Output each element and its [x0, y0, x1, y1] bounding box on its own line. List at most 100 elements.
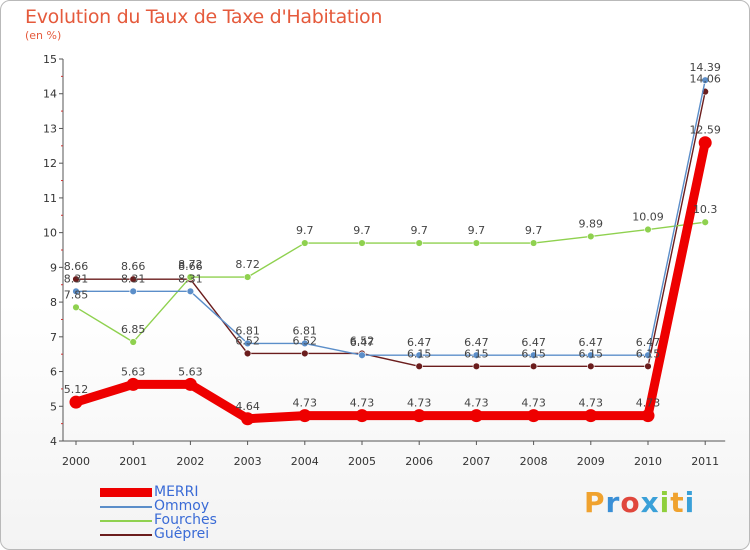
data-point-gueprei [587, 362, 595, 371]
x-tick-label: 2003 [234, 455, 262, 468]
data-point-ommoy [129, 287, 137, 296]
data-point-merri [298, 409, 312, 423]
series-line-merri [71, 138, 710, 424]
data-label-gueprei: 6.52 [350, 334, 375, 347]
data-label-gueprei: 14.06 [689, 73, 721, 86]
data-label-fourches: 8.72 [178, 258, 203, 271]
data-label-gueprei: 8.66 [64, 260, 89, 273]
logo-letter: t [670, 486, 685, 519]
data-label-ommoy: 14.39 [689, 61, 721, 74]
data-label-fourches: 9.7 [468, 224, 486, 237]
data-label-merri: 5.63 [178, 365, 203, 378]
data-point-ommoy [529, 351, 538, 359]
data-point-fourches [644, 225, 652, 234]
data-point-fourches [72, 303, 80, 311]
data-label-gueprei: 6.15 [521, 347, 546, 360]
legend-label: Guêprei [154, 526, 210, 542]
y-tick-label: 5 [50, 400, 57, 413]
data-label-ommoy: 6.81 [235, 324, 260, 337]
data-label-gueprei: 6.52 [293, 334, 318, 347]
data-point-gueprei [243, 349, 252, 358]
data-label-ommoy: 8.31 [178, 272, 203, 285]
data-point-gueprei [472, 362, 481, 371]
data-label-fourches: 9.89 [579, 217, 604, 230]
legend-label: MERRI [154, 484, 199, 500]
logo-letter: P [584, 486, 606, 519]
logo-letter: i [659, 486, 671, 519]
data-point-gueprei [529, 362, 538, 371]
data-label-merri: 4.73 [350, 397, 375, 410]
legend-item-gueprei: Guêprei [100, 526, 320, 542]
y-tick-label: 14 [43, 88, 57, 101]
data-label-ommoy: 6.47 [521, 336, 546, 349]
data-point-merri [69, 395, 83, 409]
data-point-fourches [129, 338, 137, 346]
data-label-gueprei: 8.66 [121, 260, 146, 273]
data-label-gueprei: 6.52 [235, 334, 260, 347]
data-label-gueprei: 6.15 [636, 347, 661, 360]
data-label-fourches: 6.85 [121, 323, 146, 336]
data-label-ommoy: 8.31 [121, 272, 146, 285]
data-label-ommoy: 8.31 [64, 272, 89, 285]
data-label-fourches: 10.3 [693, 203, 718, 216]
x-tick-label: 2008 [520, 455, 548, 468]
data-label-merri: 4.73 [636, 397, 661, 410]
data-point-ommoy [72, 287, 80, 296]
data-point-ommoy [701, 76, 709, 84]
data-point-merri [469, 409, 483, 423]
x-tick-label: 2002 [176, 455, 204, 468]
data-point-ommoy [358, 351, 366, 359]
logo-letter: r [605, 486, 621, 519]
data-point-merri [126, 377, 140, 391]
logo-letter: o [620, 486, 641, 519]
data-label-merri: 4.73 [293, 397, 318, 410]
x-tick-label: 2011 [691, 455, 719, 468]
legend-swatch [100, 506, 152, 508]
data-label-fourches: 9.7 [410, 224, 428, 237]
y-tick-label: 6 [50, 366, 57, 379]
y-tick-label: 12 [43, 157, 57, 170]
data-label-merri: 5.63 [121, 365, 146, 378]
data-label-gueprei: 6.15 [407, 347, 432, 360]
data-point-ommoy [472, 351, 481, 359]
data-label-merri: 4.73 [521, 397, 546, 410]
legend-swatch [100, 488, 152, 497]
proxiti-logo: Proxiti [584, 486, 695, 519]
legend-label: Fourches [154, 512, 217, 528]
data-point-fourches [415, 239, 423, 247]
legend-label: Ommoy [154, 498, 210, 514]
data-point-fourches [243, 273, 252, 281]
logo-letter: x [640, 486, 660, 519]
data-point-gueprei [72, 275, 80, 283]
data-label-merri: 12.59 [689, 124, 721, 137]
x-tick-label: 2004 [291, 455, 319, 468]
data-label-ommoy: 6.47 [636, 336, 661, 349]
data-point-fourches [301, 239, 309, 247]
logo-letter: i [684, 486, 696, 519]
data-label-fourches: 9.7 [525, 224, 543, 237]
data-point-fourches [358, 239, 366, 247]
x-tick-label: 2006 [405, 455, 433, 468]
series-line-ommoy [75, 79, 706, 356]
data-point-merri [698, 136, 712, 150]
data-label-gueprei: 8.66 [178, 260, 203, 273]
y-tick-label: 11 [43, 192, 57, 205]
legend-swatch [100, 534, 152, 536]
data-point-gueprei [129, 275, 137, 283]
data-label-ommoy: 6.81 [293, 324, 318, 337]
data-label-gueprei: 6.15 [579, 347, 604, 360]
data-point-ommoy [644, 351, 652, 359]
data-point-ommoy [186, 287, 195, 296]
data-point-fourches [701, 218, 709, 226]
data-label-merri: 4.73 [407, 397, 432, 410]
y-tick-label: 4 [50, 435, 57, 448]
data-point-fourches [587, 232, 595, 241]
chart-title: Evolution du Taux de Taxe d'Habitation [25, 6, 383, 28]
data-point-fourches [472, 239, 481, 247]
y-tick-label: 15 [43, 53, 57, 66]
data-point-gueprei [644, 362, 652, 371]
x-tick-label: 2000 [62, 455, 90, 468]
data-label-fourches: 9.7 [296, 224, 314, 237]
